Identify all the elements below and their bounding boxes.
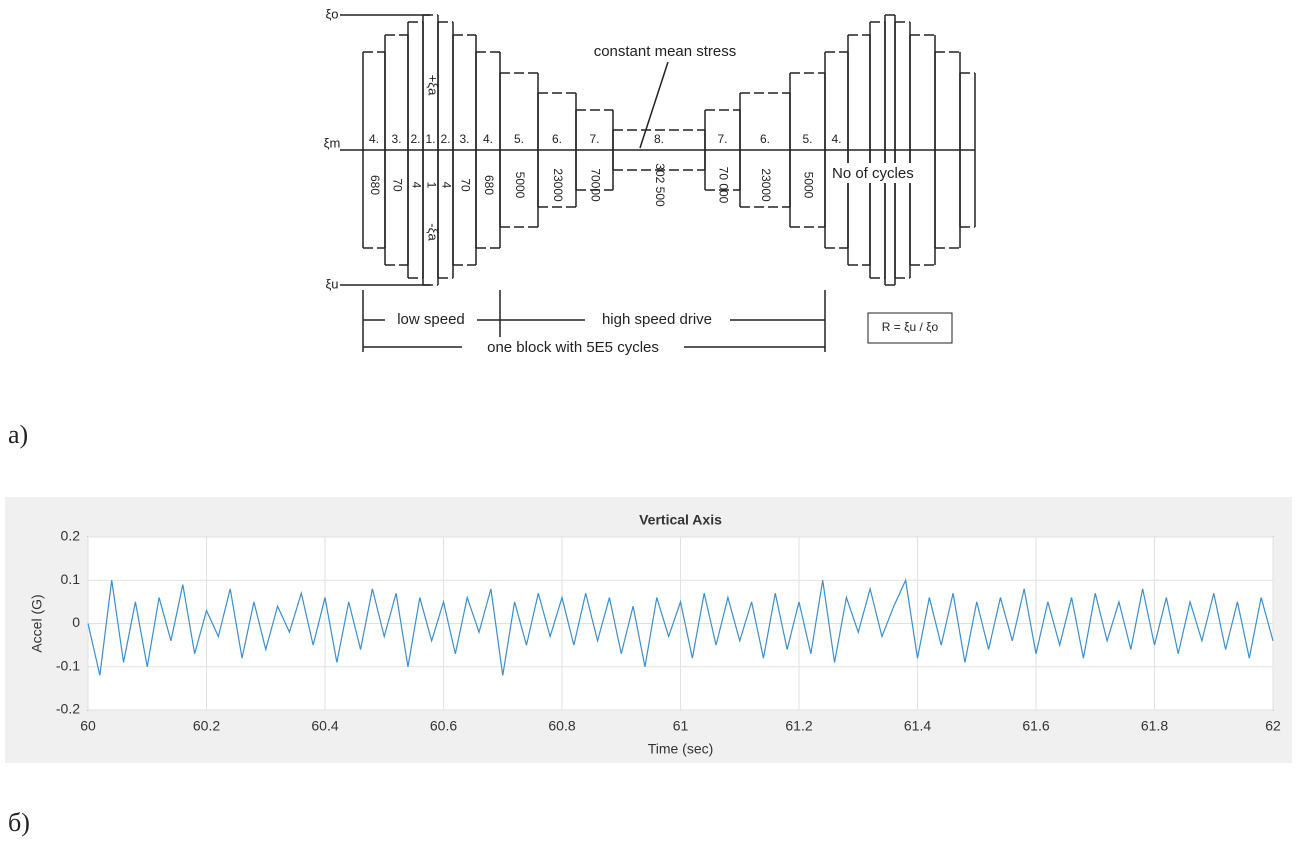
cycles-label: 680	[482, 175, 496, 195]
cycles-label: 4	[409, 182, 423, 189]
caption-a: а)	[8, 420, 28, 449]
level-label: 7.	[589, 132, 599, 146]
stress-label: ξo	[325, 6, 338, 21]
cycles-label: 70	[458, 178, 472, 192]
level-label: 7.	[717, 132, 727, 146]
cycles-label: 4	[439, 182, 453, 189]
level-label: 4.	[831, 132, 841, 146]
x-tick-label: 60.2	[193, 718, 220, 734]
y-tick-label: 0	[72, 614, 80, 630]
x-tick-label: 61	[673, 718, 689, 734]
level-label: 8.	[654, 132, 664, 146]
mean-label: constant mean stress	[594, 43, 737, 60]
load-diagram: ξo ξm ξu +ξa -ξa constant mean stress 4. 3. 2. 1.…	[324, 6, 976, 357]
cycles-label: 680	[368, 175, 382, 195]
amplitude-label: -ξa	[426, 223, 441, 241]
cycles-label: 1	[424, 182, 438, 189]
x-tick-label: 61.2	[785, 718, 812, 734]
x-tick-label: 60.4	[311, 718, 338, 734]
level-label: 4.	[369, 132, 379, 146]
label-bg	[585, 310, 730, 330]
x-tick-label: 60	[80, 718, 96, 734]
level-label: 4.	[483, 132, 493, 146]
level-label: 6.	[552, 132, 562, 146]
pointer	[639, 61, 669, 149]
x-tick-label: 61.4	[904, 718, 931, 734]
stress-label: ξm	[324, 135, 341, 150]
ratio-label: R = ξu / ξo	[882, 320, 939, 334]
amplitude-label: +ξa	[426, 75, 441, 96]
level-label: 5.	[514, 132, 524, 146]
label-bg	[385, 310, 477, 330]
chart-title: Vertical Axis	[639, 512, 722, 528]
y-tick-label: 0.2	[61, 528, 81, 544]
x-tick-label: 61.8	[1141, 718, 1168, 734]
stress-label: ξu	[325, 276, 338, 291]
y-tick-label: -0.2	[56, 701, 80, 717]
x-tick-label: 60.6	[430, 718, 457, 734]
low-speed-label: low speed	[397, 311, 465, 328]
chart: 60 60.2 60.4 60.6 60.8 61 61.2 61.4 61.6 61.8 62 -0…	[29, 512, 1281, 757]
cycles-label: 23000	[759, 168, 773, 202]
level-label: 3.	[391, 132, 401, 146]
level-label: 6.	[760, 132, 770, 146]
y-tick-label: 0.1	[61, 571, 81, 587]
caption-b: б)	[8, 808, 30, 837]
cycles-label: 23000	[551, 168, 565, 202]
label-bg	[830, 163, 930, 183]
level-label: 3.	[459, 132, 469, 146]
cycles-label: 5000	[513, 172, 527, 199]
cycles-label: 5000	[801, 172, 815, 199]
x-tick-label: 60.8	[548, 718, 575, 734]
x-tick-label: 62	[1265, 718, 1281, 734]
level-label: 2.	[410, 132, 420, 146]
series-line	[87, 578, 1274, 676]
label-bg	[462, 337, 684, 357]
cycles-label: 302 500	[653, 163, 667, 207]
level-label: 2.	[440, 132, 450, 146]
cycles-label: 70000	[588, 168, 602, 202]
cycles-label: 70 000	[716, 167, 730, 204]
high-speed-label: high speed drive	[602, 311, 712, 328]
cycles-label: 70	[390, 178, 404, 192]
cycles-axis-label: No of cycles	[832, 165, 914, 182]
x-axis-label: Time (sec)	[648, 741, 714, 757]
y-tick-label: -0.1	[56, 657, 80, 673]
x-tick-label: 61.6	[1022, 718, 1049, 734]
block-label: one block with 5E5 cycles	[487, 339, 659, 356]
ratio-box	[867, 312, 953, 344]
y-axis-label: Accel (G)	[29, 594, 45, 652]
level-label: 1.	[425, 132, 435, 146]
level-label: 5.	[802, 132, 812, 146]
